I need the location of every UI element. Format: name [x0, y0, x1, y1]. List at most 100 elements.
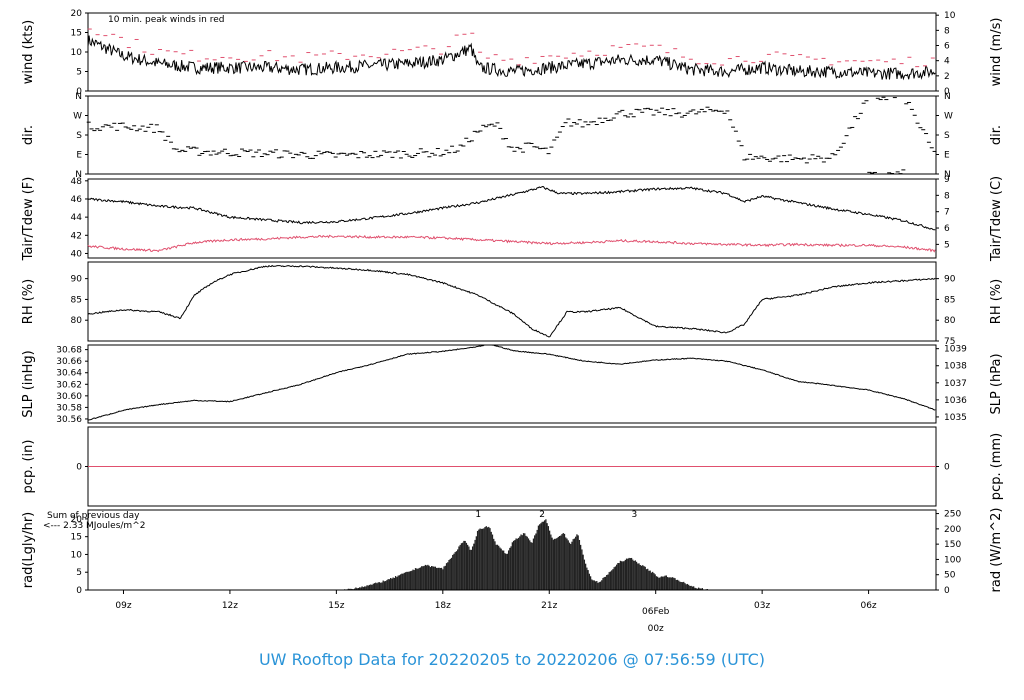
radiation-bars: [344, 519, 710, 590]
wind-annotation: 10 min. peak winds in red: [108, 15, 225, 25]
xtick-label: 12z: [222, 601, 238, 611]
ytick-label: E: [76, 151, 82, 161]
ytick-label: 42: [71, 231, 82, 241]
ytick-label-right: 6: [944, 42, 950, 52]
ytick-label-right: 75: [944, 337, 955, 347]
ytick-label: 0: [76, 463, 82, 473]
ytick-label-right: 8: [944, 191, 950, 201]
series-line-wind-0: [87, 35, 936, 81]
ytick-label: 80: [71, 316, 83, 326]
xaxis-date-label: 06Feb: [642, 607, 670, 617]
ylabel-right-rh: RH (%): [989, 279, 1004, 324]
ytick-label: 40: [71, 249, 83, 259]
ytick-label: 0: [76, 586, 82, 596]
ytick-label: S: [76, 131, 82, 141]
ytick-label: 30.66: [56, 357, 82, 367]
ylabel-right-rad: rad (W/m^2): [989, 508, 1004, 593]
ylabel-right-dir: dir.: [989, 125, 1004, 145]
ytick-label-right: 0: [944, 87, 950, 97]
ytick-label-right: E: [944, 151, 950, 161]
ytick-label-right: 2: [944, 72, 950, 82]
xtick-label: 03z: [754, 601, 770, 611]
solar-marker: 3: [632, 510, 638, 520]
panel-frame-slp: [87, 344, 937, 424]
ylabel-left-dir: dir.: [21, 125, 36, 145]
panel-frame-dir: [87, 95, 937, 175]
ytick-label: 30.62: [56, 380, 82, 390]
ytick-label-right: W: [944, 112, 953, 122]
ytick-label-right: 1037: [944, 379, 967, 389]
ytick-label: 15: [71, 29, 82, 39]
ytick-label: 46: [71, 195, 83, 205]
ytick-label: 5: [76, 568, 82, 578]
ylabel-left-rh: RH (%): [21, 279, 36, 324]
ylabel-left-pcp: pcp. (in): [21, 440, 36, 494]
ytick-label: 10: [71, 550, 83, 560]
ytick-label: 48: [71, 177, 83, 187]
ytick-label: 30.60: [56, 392, 82, 402]
ytick-label-right: 5: [944, 240, 950, 250]
ylabel-left-temp: Tair/Tdew (F): [21, 177, 36, 262]
ytick-label: 0: [76, 87, 82, 97]
ytick-label: 30.64: [56, 369, 82, 379]
ytick-label: 30.58: [56, 403, 82, 413]
ylabel-left-wind: wind (kts): [21, 20, 36, 84]
ytick-label: 44: [71, 213, 83, 223]
ytick-label-right: 4: [944, 57, 950, 67]
ylabel-left-rad: rad(Lgly/hr): [21, 512, 36, 588]
ytick-label: 20: [71, 9, 83, 19]
ytick-label-right: 85: [944, 295, 955, 305]
panel-frame-rh: [87, 261, 937, 342]
ytick-label-right: N: [944, 170, 951, 180]
series-line-rh-0: [87, 264, 936, 338]
solar-marker: 2: [539, 510, 545, 520]
solar-marker: 1: [475, 510, 481, 520]
ytick-label-right: 7: [944, 208, 950, 218]
ylabel-right-slp: SLP (hPa): [989, 353, 1004, 414]
ylabel-right-temp: Tair/Tdew (C): [989, 176, 1004, 262]
ytick-label: 90: [71, 275, 83, 285]
ytick-label: 20: [71, 515, 83, 525]
ytick-label-right: 1036: [944, 396, 967, 406]
ytick-label-right: 100: [944, 555, 961, 565]
xaxis-date-sublabel: 00z: [648, 624, 664, 634]
ytick-label-right: 9: [944, 175, 950, 185]
ytick-label-right: 1035: [944, 413, 967, 423]
ytick-label-right: 0: [944, 586, 950, 596]
ytick-label: 85: [71, 295, 82, 305]
xtick-label: 15z: [328, 601, 344, 611]
solar-annotation: Sum of previous day: [47, 511, 140, 521]
ylabel-right-wind: wind (m/s): [989, 18, 1004, 87]
ytick-label-right: 1039: [944, 345, 967, 355]
ytick-label-right: 200: [944, 525, 961, 535]
ytick-label: N: [75, 92, 82, 102]
ytick-label-right: S: [944, 131, 950, 141]
ylabel-right-pcp: pcp. (mm): [989, 433, 1004, 500]
ytick-label: N: [75, 170, 82, 180]
series-line-temp-1: [87, 234, 936, 253]
ytick-label-right: 50: [944, 571, 956, 581]
ytick-label-right: 10: [944, 11, 956, 21]
ytick-label-right: N: [944, 92, 951, 102]
ytick-label: 30.68: [56, 346, 82, 356]
xtick-label: 18z: [435, 601, 451, 611]
xtick-label: 09z: [115, 601, 131, 611]
chart-title: UW Rooftop Data for 20220205 to 20220206…: [259, 650, 765, 669]
ytick-label: 5: [76, 68, 82, 78]
ytick-label: 30.56: [56, 415, 82, 425]
panel-frame-temp: [87, 178, 937, 259]
ytick-label: 10: [71, 48, 83, 58]
ytick-label-right: 150: [944, 540, 961, 550]
series-line-temp-0: [87, 185, 936, 231]
solar-annotation: <--- 2.33 MJoules/m^2: [43, 521, 145, 531]
xtick-label: 06z: [860, 601, 876, 611]
ytick-label-right: 80: [944, 316, 956, 326]
ytick-label-right: 250: [944, 510, 961, 520]
xtick-label: 21z: [541, 601, 557, 611]
ytick-label: 15: [71, 533, 82, 543]
ytick-label-right: 8: [944, 26, 950, 36]
ytick-label-right: 1038: [944, 362, 967, 372]
ytick-label-right: 0: [944, 463, 950, 473]
